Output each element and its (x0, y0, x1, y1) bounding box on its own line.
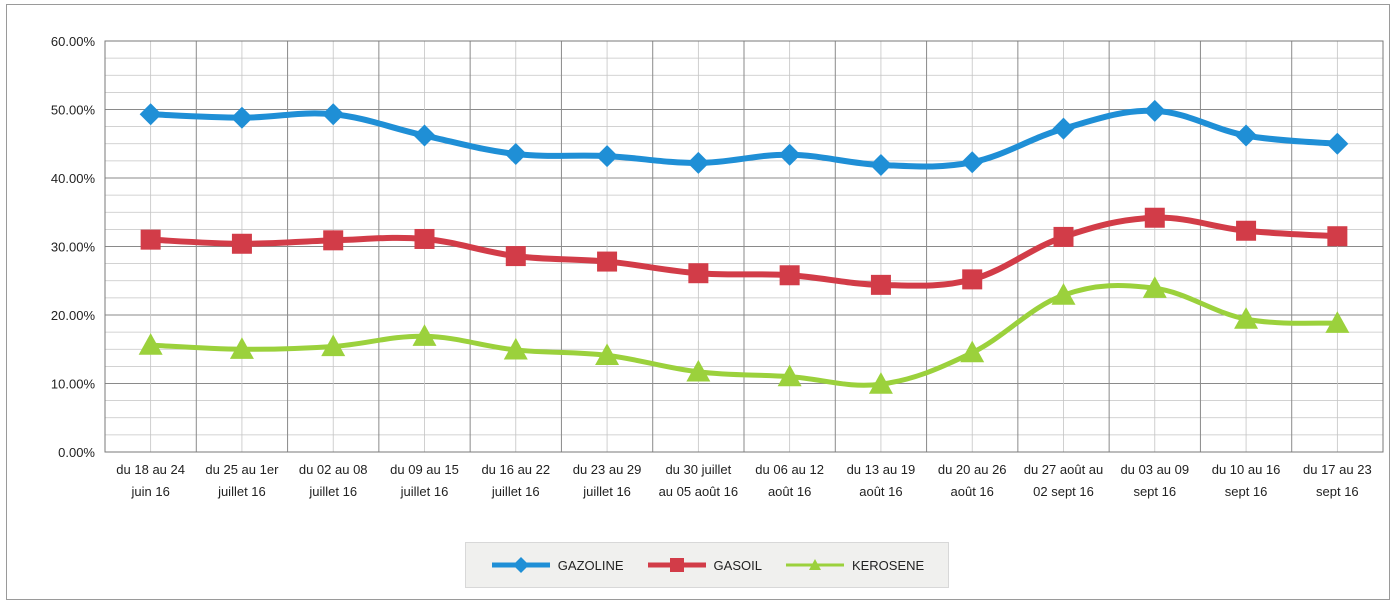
data-point-gasoil (505, 246, 526, 267)
x-tick-label: du 03 au 09 (1120, 462, 1189, 477)
data-point-kerosene (1325, 311, 1350, 333)
data-point-gazoline (1052, 117, 1075, 140)
data-point-gasoil (597, 251, 618, 272)
x-tick-label: du 17 au 23 (1303, 462, 1372, 477)
legend-label: KEROSENE (851, 557, 925, 573)
data-point-gazoline (687, 151, 710, 174)
data-point-gasoil (323, 230, 344, 251)
legend: GAZOLINE GASOIL KEROSENE (465, 542, 949, 588)
data-point-gazoline (413, 124, 436, 147)
y-tick-label: 20.00% (51, 308, 96, 323)
x-tick-label: du 30 juillet (665, 462, 731, 477)
data-point-gazoline (1235, 124, 1258, 147)
data-point-kerosene (1234, 307, 1259, 329)
series-line-gasoil (147, 214, 1341, 289)
legend-item-gazoline: GAZOLINE (490, 554, 624, 576)
x-tick-label: au 05 août 16 (659, 484, 739, 499)
data-point-kerosene (138, 333, 163, 355)
data-point-gasoil (414, 228, 435, 249)
data-point-kerosene (1142, 276, 1167, 298)
x-tick-label: juillet 16 (582, 484, 631, 499)
x-tick-label: du 10 au 16 (1212, 462, 1281, 477)
data-point-gasoil (870, 274, 891, 295)
x-tick-label: du 06 au 12 (755, 462, 824, 477)
y-tick-label: 40.00% (51, 171, 96, 186)
data-point-gazoline (1143, 99, 1166, 122)
data-point-gazoline (322, 103, 345, 126)
data-point-kerosene (686, 359, 711, 382)
y-tick-label: 30.00% (51, 240, 96, 255)
x-tick-label: du 16 au 22 (481, 462, 550, 477)
y-tick-label: 10.00% (51, 377, 96, 392)
data-point-gazoline (230, 106, 253, 129)
legend-item-kerosene: KEROSENE (784, 554, 924, 576)
y-tick-label: 0.00% (58, 445, 95, 460)
data-point-gazoline (596, 145, 619, 168)
data-point-gazoline (139, 103, 162, 126)
x-tick-label: juin 16 (130, 484, 169, 499)
legend-swatch-gasoil (647, 558, 706, 572)
data-point-kerosene (321, 334, 346, 357)
data-point-kerosene (777, 364, 802, 387)
data-point-kerosene (868, 372, 893, 394)
x-tick-label: du 25 au 1er (205, 462, 279, 477)
x-tick-label: août 16 (768, 484, 811, 499)
x-tick-label: du 18 au 24 (116, 462, 185, 477)
data-point-gasoil (688, 263, 709, 284)
data-point-gasoil (231, 233, 252, 254)
x-tick-label: sept 16 (1133, 484, 1176, 499)
x-tick-label: août 16 (859, 484, 902, 499)
x-tick-label: 02 sept 16 (1033, 484, 1094, 499)
x-tick-label: du 27 août au (1024, 462, 1104, 477)
series-line-kerosene (148, 282, 1340, 388)
chart-frame (6, 4, 1390, 600)
data-point-gasoil (1327, 226, 1348, 247)
x-tick-label: du 23 au 29 (573, 462, 642, 477)
legend-label: GAZOLINE (557, 557, 624, 573)
x-tick-label: juillet 16 (491, 484, 540, 499)
data-point-gasoil (1236, 220, 1257, 241)
data-point-kerosene (412, 324, 437, 346)
legend-item-gasoil: GASOIL (646, 554, 762, 576)
x-tick-label: sept 16 (1316, 484, 1359, 499)
data-point-gasoil (962, 269, 983, 290)
x-tick-label: du 09 au 15 (390, 462, 459, 477)
data-point-gasoil (779, 265, 800, 286)
x-tick-label: du 20 au 26 (938, 462, 1007, 477)
plot-border (104, 40, 1384, 453)
legend-swatch-kerosene (785, 559, 844, 570)
x-tick-label: juillet 16 (308, 484, 357, 499)
x-tick-label: sept 16 (1225, 484, 1268, 499)
data-point-gazoline (504, 143, 527, 166)
data-point-gazoline (1326, 132, 1349, 155)
data-point-gazoline (961, 151, 984, 174)
x-tick-label: juillet 16 (400, 484, 449, 499)
data-point-kerosene (229, 337, 254, 359)
data-point-kerosene (960, 340, 985, 363)
legend-label: GASOIL (713, 557, 762, 573)
data-point-kerosene (595, 343, 620, 366)
legend-swatch-gazoline (491, 557, 550, 573)
y-tick-label: 50.00% (51, 103, 96, 118)
y-tick-label: 60.00% (51, 34, 96, 49)
x-tick-label: du 13 au 19 (847, 462, 916, 477)
x-tick-label: du 02 au 08 (299, 462, 368, 477)
data-point-kerosene (1051, 283, 1076, 305)
data-point-kerosene (503, 337, 528, 360)
data-point-gazoline (869, 153, 892, 176)
data-point-gasoil (140, 229, 161, 250)
data-point-gazoline (778, 143, 801, 166)
data-point-gasoil (1053, 226, 1074, 247)
x-tick-label: juillet 16 (217, 484, 266, 499)
x-tick-label: août 16 (951, 484, 994, 499)
data-point-gasoil (1144, 207, 1165, 228)
